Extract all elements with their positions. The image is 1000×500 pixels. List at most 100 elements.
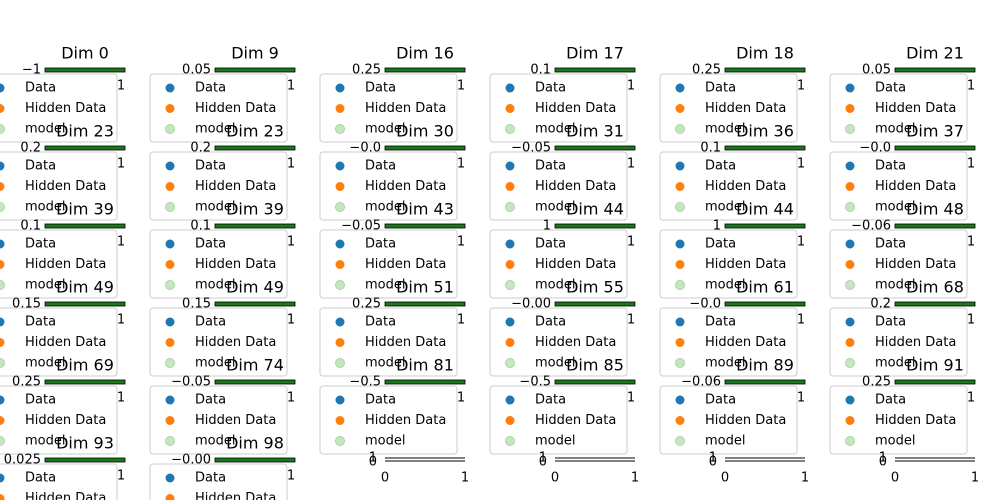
model-line (724, 67, 806, 73)
legend-marker (0, 239, 5, 249)
x-tick-label: 1 (627, 235, 635, 250)
legend-label: Hidden Data (195, 335, 276, 350)
legend-label: model (365, 434, 405, 449)
x-tick-label: 1 (117, 313, 125, 328)
model-line (554, 379, 636, 385)
x-tick-label: 1 (457, 79, 465, 94)
legend-marker (675, 395, 685, 405)
legend-marker (505, 83, 515, 93)
x-tick-label: 1 (461, 471, 469, 486)
panel-title: Dim 43 (396, 200, 454, 219)
legend-label: Hidden Data (875, 413, 956, 428)
x-tick-label: 1 (457, 157, 465, 172)
legend-marker (675, 202, 685, 212)
panel-title: Dim 44 (566, 200, 624, 219)
model-line (724, 145, 806, 151)
legend-marker (505, 161, 515, 171)
x-tick-label: 1 (797, 391, 805, 406)
legend-label: Hidden Data (365, 101, 446, 116)
legend-box (0, 307, 118, 377)
model-line (724, 223, 806, 229)
x-tick-label: 1 (971, 471, 979, 486)
model-line (384, 67, 466, 73)
x-tick-label: 1 (797, 235, 805, 250)
legend-marker (0, 395, 5, 405)
legend-label: model (25, 434, 65, 449)
legend-label: model (195, 122, 235, 137)
legend-box (829, 385, 968, 455)
legend-label: Hidden Data (25, 101, 106, 116)
legend-label: Data (875, 81, 906, 96)
model-line (554, 223, 636, 229)
legend-marker (675, 83, 685, 93)
legend-marker (335, 338, 345, 347)
legend-marker (505, 416, 515, 425)
legend-marker (845, 395, 855, 405)
model-line (384, 301, 466, 307)
model-line (44, 67, 126, 73)
legend-label: Data (365, 81, 396, 96)
legend-marker (505, 124, 515, 134)
legend-marker (0, 124, 5, 134)
legend-label: model (25, 122, 65, 137)
x-tick-label: 1 (967, 313, 975, 328)
x-tick-label: 0 (381, 471, 389, 486)
legend-marker (845, 260, 855, 269)
legend-marker (0, 83, 5, 93)
legend-label: Hidden Data (25, 257, 106, 272)
panel-title: Dim 17 (566, 44, 624, 63)
x-tick-label: 1 (117, 469, 125, 484)
x-tick-label: 1 (287, 391, 295, 406)
x-tick-label: 1 (117, 157, 125, 172)
legend-marker (505, 317, 515, 327)
legend-label: Hidden Data (365, 179, 446, 194)
model-line (894, 67, 976, 73)
legend-marker (0, 494, 5, 500)
legend-marker (335, 395, 345, 405)
panel-title: Dim 51 (396, 278, 454, 297)
legend-marker (165, 260, 175, 269)
model-line (724, 301, 806, 307)
legend-label: Data (25, 393, 56, 408)
legend-label: Data (195, 315, 226, 330)
legend-label: Data (365, 237, 396, 252)
panel-title: Dim 48 (906, 200, 964, 219)
legend-box (149, 229, 288, 299)
legend-label: Hidden Data (705, 335, 786, 350)
legend-label: Hidden Data (875, 101, 956, 116)
panel-title: Dim 23 (226, 122, 284, 141)
legend-marker (165, 124, 175, 134)
y-tick-label: 0 (539, 455, 547, 470)
legend-label: Hidden Data (705, 413, 786, 428)
legend-marker (165, 239, 175, 249)
legend-marker (675, 182, 685, 191)
legend-box (659, 385, 798, 455)
model-line (44, 145, 126, 151)
x-tick-label: 1 (627, 391, 635, 406)
y-tick-label: 0 (709, 455, 717, 470)
legend-box (149, 73, 288, 143)
legend-label: Data (195, 159, 226, 174)
legend-box (829, 229, 968, 299)
legend-marker (0, 473, 5, 483)
panel-title: Dim 98 (226, 434, 284, 453)
legend-marker (845, 338, 855, 347)
legend-marker (165, 358, 175, 368)
legend-label: model (535, 434, 575, 449)
x-tick-label: 1 (797, 157, 805, 172)
legend-marker (165, 280, 175, 290)
legend-label: Data (195, 471, 226, 486)
legend-box (319, 307, 458, 377)
legend-label: Data (25, 471, 56, 486)
legend-label: Hidden Data (25, 413, 106, 428)
panel-title: Dim 44 (736, 200, 794, 219)
panel-title: Dim 49 (226, 278, 284, 297)
legend-label: model (705, 122, 745, 137)
legend-label: Hidden Data (25, 491, 106, 500)
legend-box (829, 73, 968, 143)
legend-label: Data (705, 393, 736, 408)
legend-marker (0, 104, 5, 113)
legend-label: model (705, 200, 745, 215)
legend-label: model (875, 278, 915, 293)
legend-label: model (25, 200, 65, 215)
